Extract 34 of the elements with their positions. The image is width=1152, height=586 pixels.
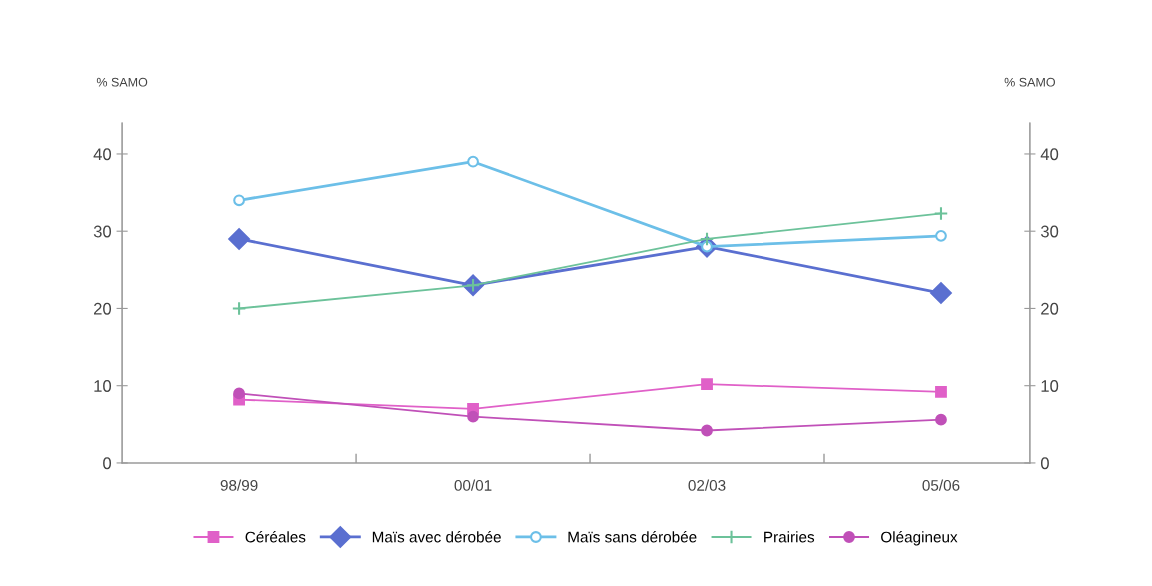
y-tick-label: 10 xyxy=(94,380,112,392)
point xyxy=(930,282,952,304)
point xyxy=(228,228,250,250)
legend-label: Oléagineux xyxy=(881,531,958,546)
y2-tick-label: 20 xyxy=(1041,302,1059,315)
y-tick-label: 40 xyxy=(93,148,112,161)
legend-label: Maïs sans dérobée xyxy=(568,531,697,543)
point xyxy=(701,378,713,391)
y2-tick-label: 40 xyxy=(1040,148,1059,161)
x-tick-label: 00/01 xyxy=(454,479,492,491)
x-tick-label: 05/06 xyxy=(922,479,960,491)
legend-label: Céréales xyxy=(245,531,306,543)
y2-tick-label: 10 xyxy=(1041,380,1059,392)
y2-axis-title: % SAMO xyxy=(1004,77,1055,87)
point xyxy=(935,385,947,398)
point xyxy=(231,301,247,316)
y2-tick-label: 30 xyxy=(1040,225,1059,238)
point xyxy=(935,413,947,426)
point xyxy=(935,229,947,242)
x-tick-label: 98/99 xyxy=(220,479,258,491)
point xyxy=(233,194,245,207)
y-tick-label: 30 xyxy=(93,225,112,238)
point xyxy=(701,424,713,437)
point xyxy=(467,410,479,423)
x-tick-label: 02/03 xyxy=(688,479,726,491)
y-tick-label: 0 xyxy=(103,457,112,470)
point xyxy=(233,387,245,400)
point xyxy=(933,206,949,221)
y2-tick-label: 0 xyxy=(1040,457,1049,470)
legend-label: Maïs avec dérobée xyxy=(372,531,501,543)
legend-label: Prairies xyxy=(764,531,815,543)
y-axis-title: % SAMO xyxy=(96,77,148,87)
y-tick-label: 20 xyxy=(94,302,112,315)
point xyxy=(467,155,479,168)
